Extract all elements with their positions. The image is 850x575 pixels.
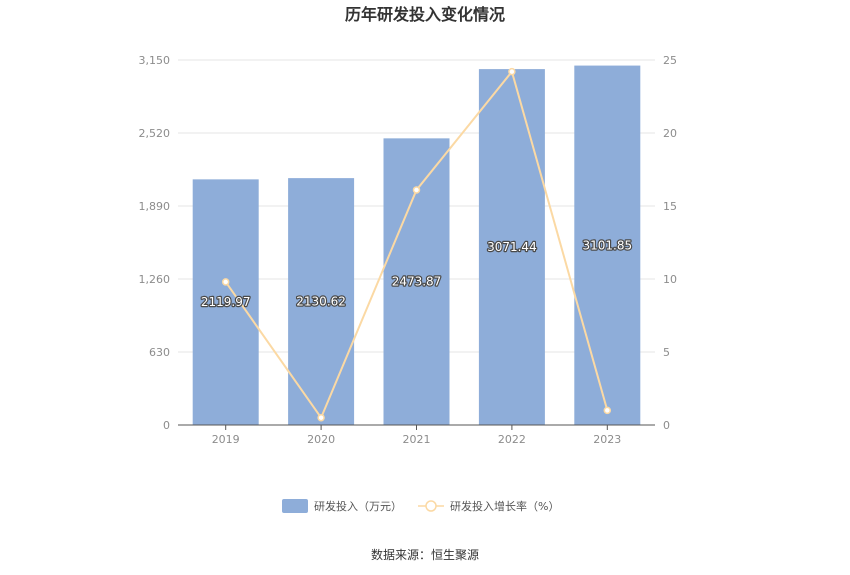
x-tick-label: 2022 xyxy=(498,433,526,446)
legend-swatch-line-marker[interactable] xyxy=(425,500,437,512)
chart-title: 历年研发投入变化情况 xyxy=(345,5,505,24)
y-left-tick-label: 1,890 xyxy=(139,200,171,213)
bar-2020[interactable] xyxy=(288,178,355,425)
bar-2019[interactable] xyxy=(192,179,259,425)
x-tick-label: 2021 xyxy=(403,433,431,446)
y-left-tick-label: 2,520 xyxy=(139,127,171,140)
growth-point-2022[interactable] xyxy=(508,67,516,76)
y-left-tick-label: 3,150 xyxy=(139,54,171,67)
bar-value-label: 3071.44 xyxy=(487,240,537,254)
y-left-tick-label: 630 xyxy=(149,346,170,359)
bar-value-label: 2119.97 xyxy=(201,295,251,309)
x-tick-label: 2019 xyxy=(212,433,240,446)
growth-point-2019[interactable] xyxy=(221,278,230,286)
growth-point-2021[interactable] xyxy=(412,186,421,194)
y-left-tick-label: 1,260 xyxy=(139,273,171,286)
y-right-tick-label: 20 xyxy=(663,127,677,140)
bars xyxy=(192,65,641,426)
legend-swatch-bar[interactable] xyxy=(282,499,308,513)
bar-value-label: 3101.85 xyxy=(582,238,632,252)
growth-point-2023[interactable] xyxy=(603,406,612,415)
growth-point-2020[interactable] xyxy=(317,413,325,422)
data-labels: 2119.97 2130.62 2473.87 3071.44 3101.85 xyxy=(200,237,634,310)
y-right-tick-label: 25 xyxy=(663,54,677,67)
x-tick-label: 2023 xyxy=(593,433,621,446)
legend-label-bar[interactable]: 研发投入（万元） xyxy=(314,499,402,513)
source-note: 数据来源：恒生聚源 xyxy=(371,547,479,562)
bar-2022[interactable] xyxy=(478,69,545,426)
y-right-tick-label: 10 xyxy=(663,273,677,286)
y-right-tick-label: 15 xyxy=(663,200,677,213)
y-right-tick-label: 5 xyxy=(663,346,670,359)
legend-label-line[interactable]: 研发投入增长率（%） xyxy=(450,499,559,513)
bar-value-label: 2130.62 xyxy=(296,295,346,309)
y-left-tick-label: 0 xyxy=(163,419,170,432)
bar-2021[interactable] xyxy=(383,138,450,425)
growth-line xyxy=(221,67,612,422)
bar-value-label: 2473.87 xyxy=(392,275,442,289)
legend[interactable]: 研发投入（万元） 研发投入增长率（%） xyxy=(282,499,559,513)
y-right-tick-label: 0 xyxy=(663,419,670,432)
x-tick-label: 2020 xyxy=(307,433,335,446)
bar-2023[interactable] xyxy=(574,65,641,425)
axes: 0 0 630 5 1,260 10 1,890 15 2,520 20 3,150 25 2019 20… xyxy=(139,54,678,446)
